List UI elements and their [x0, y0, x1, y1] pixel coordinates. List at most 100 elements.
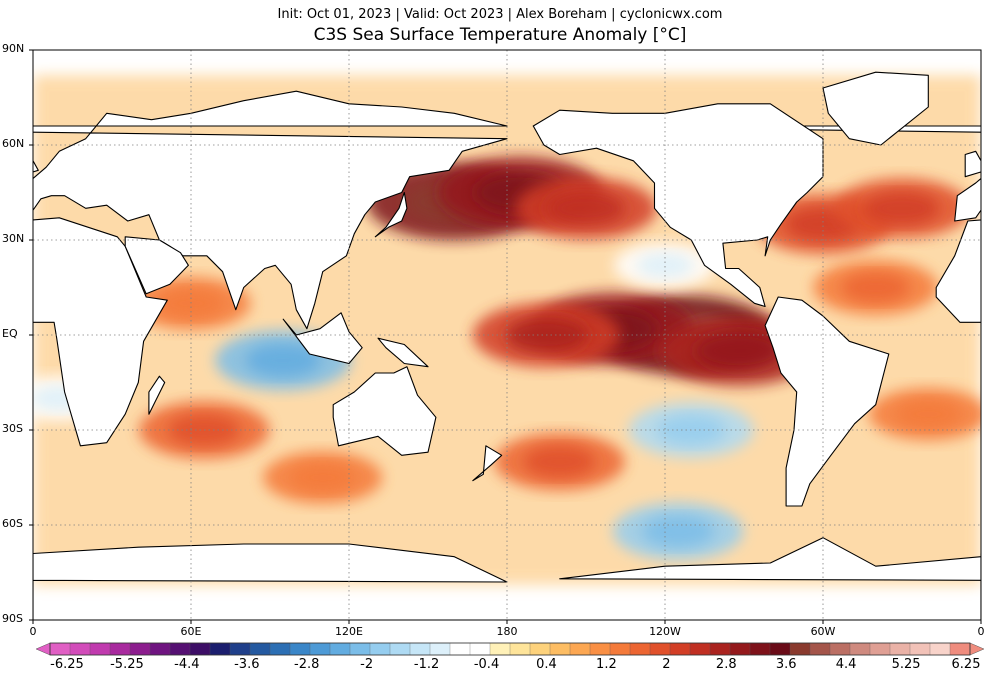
lat-tick-label: 30S [2, 422, 23, 435]
colorbar-swatch [529, 642, 551, 656]
colorbar-swatch [929, 642, 951, 656]
colorbar-swatch [449, 642, 471, 656]
colorbar-swatch [609, 642, 631, 656]
africa-land [33, 217, 168, 447]
colorbar-swatch [769, 642, 791, 656]
new-guinea-land [377, 337, 429, 368]
colorbar-frame [49, 642, 971, 656]
lon-tick-label: 120W [649, 625, 681, 638]
colorbar-swatch [169, 642, 191, 656]
axis-ticks [29, 49, 982, 624]
lat-tick-label: 60S [2, 517, 23, 530]
australia-land [332, 366, 437, 456]
colorbar-swatch [489, 642, 511, 656]
lon-tick-label: 60W [810, 625, 836, 638]
indonesia-land [282, 312, 363, 365]
colorbar-swatch [209, 642, 231, 656]
colorbar-tick-label: 2.8 [715, 657, 737, 672]
colorbar-tick-label: 5.25 [891, 657, 921, 672]
greenland-land [822, 71, 929, 146]
colorbar-swatch [469, 642, 491, 656]
colorbar-swatch [429, 642, 451, 656]
colorbar-swatch [689, 642, 711, 656]
map-subtitle: Init: Oct 01, 2023 | Valid: Oct 2023 | A… [277, 7, 723, 22]
colorbar-swatch [629, 642, 651, 656]
lon-tick-label: 0 [977, 625, 985, 638]
africa-land [935, 219, 981, 323]
colorbar-tick-label: 3.6 [775, 657, 797, 672]
colorbar-tick-label: -2 [360, 657, 374, 672]
colorbar-swatch [309, 642, 331, 656]
colorbar-swatch [909, 642, 931, 656]
colorbar-swatch [49, 642, 71, 656]
colorbar-swatch [229, 642, 251, 656]
lat-tick-label: 90N [2, 42, 25, 55]
colorbar-tick-label: -2.8 [294, 657, 320, 672]
colorbar-swatch [369, 642, 391, 656]
colorbar-swatch [249, 642, 271, 656]
colorbar-tick-label: 0.4 [536, 657, 557, 672]
south-america-land [764, 296, 890, 507]
colorbar-swatch [269, 642, 291, 656]
colorbar-swatch [569, 642, 591, 656]
eurasia-land [33, 90, 508, 330]
lat-tick-label: EQ [2, 327, 18, 340]
colorbar-swatch [69, 642, 91, 656]
colorbar-swatch [129, 642, 151, 656]
colorbar-tick-label: 6.25 [951, 657, 981, 672]
colorbar-swatch [849, 642, 871, 656]
colorbar-swatch [669, 642, 691, 656]
colorbar-tick-label: 4.4 [835, 657, 857, 672]
colorbar-swatch [829, 642, 851, 656]
arabia-land [124, 236, 189, 295]
colorbar-swatch [889, 642, 911, 656]
lat-tick-label: 90S [2, 612, 23, 625]
colorbar-tick-label: -1.2 [413, 657, 440, 672]
lon-tick-label: 60E [180, 625, 202, 638]
colorbar-swatch [709, 642, 731, 656]
new-zealand-land [472, 445, 503, 482]
japan-land [374, 191, 408, 238]
colorbar-swatch [749, 642, 771, 656]
colorbar-swatch [589, 642, 611, 656]
colorbar-swatch [109, 642, 131, 656]
madagascar-land [148, 375, 166, 415]
lon-tick-label: 180 [496, 625, 518, 638]
colorbar-tick-label: 1.2 [596, 657, 617, 672]
colorbar-swatch [189, 642, 211, 656]
lat-tick-label: 30N [2, 232, 25, 245]
uk-land [33, 159, 39, 173]
lon-tick-label: 0 [29, 625, 37, 638]
colorbar-tick-label: -0.4 [473, 657, 500, 672]
colorbar-swatch [389, 642, 411, 656]
colorbar-tick-label: -5.25 [110, 657, 144, 672]
colorbar-swatch [789, 642, 811, 656]
colorbar-extend-max [969, 642, 985, 656]
antarctica-land [33, 543, 508, 620]
antarctica-land [559, 537, 981, 620]
continents [33, 71, 981, 620]
colorbar-swatch [549, 642, 571, 656]
colorbar-tick-label: -4.4 [174, 657, 200, 672]
colorbar-swatch [329, 642, 351, 656]
colorbar-swatch [869, 642, 891, 656]
lat-tick-label: 60N [2, 137, 25, 150]
map-title: C3S Sea Surface Temperature Anomaly [°C] [313, 25, 687, 45]
uk-land [964, 150, 981, 178]
colorbar-tick-label: -6.25 [50, 657, 84, 672]
colorbar-swatch [949, 642, 971, 656]
colorbar-extend-min [35, 642, 51, 656]
colorbar-swatch [409, 642, 431, 656]
colorbar-swatch [509, 642, 531, 656]
colorbar-swatch [289, 642, 311, 656]
north-america-land [532, 103, 824, 308]
colorbar-swatch [649, 642, 671, 656]
colorbar-swatch [809, 642, 831, 656]
colorbar-tick-label: -3.6 [234, 657, 260, 672]
colorbar-tick-label: 2 [662, 657, 671, 672]
colorbar-swatch [149, 642, 171, 656]
colorbar-swatch [349, 642, 371, 656]
gridlines [33, 50, 981, 620]
